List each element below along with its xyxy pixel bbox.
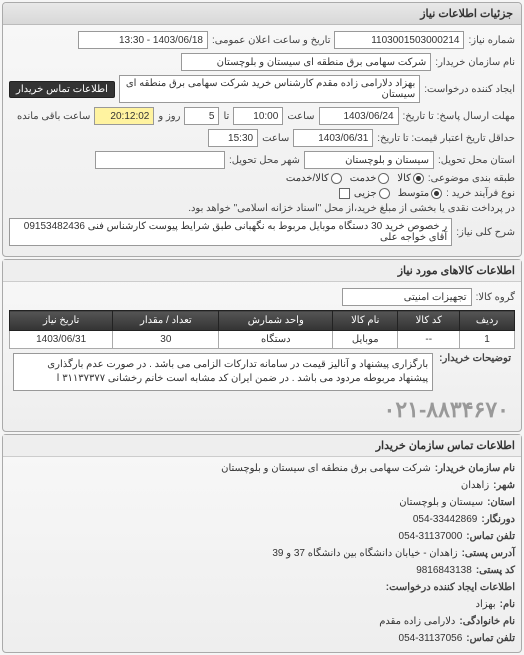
family-value: دلارامی زاده مقدم [379,614,455,629]
fax-value: 054-33442869 [413,512,478,527]
radio-khadamat[interactable]: خدمت [350,173,390,184]
province-label: استان محل تحویل: [438,155,515,166]
name-label: نام: [500,597,515,612]
keywords-label: شرح کلی نیاز: [456,227,515,238]
org-label: نام سازمان خریدار: [435,461,515,476]
process-group: متوسط جزیی [354,188,442,199]
radio-medium-label: متوسط [398,188,429,199]
details-panel: جزئیات اطلاعات نیاز شماره نیاز: 11030015… [2,2,522,257]
col-code: کد کالا [398,311,460,331]
address-label: آدرس پستی: [462,546,515,561]
cell-date: 1403/06/31 [10,331,113,349]
process-label: نوع فرآیند خرید : [446,188,515,199]
buyer-name-field: شرکت سهامی برق منطقه ای سیستان و بلوچستا… [181,53,431,71]
req-no-label: شماره نیاز: [468,35,515,46]
panel-title: جزئیات اطلاعات نیاز [3,3,521,25]
desc-text: بارگزاری پیشنهاد و آنالیز قیمت در سامانه… [13,353,433,391]
contact-button[interactable]: اطلاعات تماس خریدار [9,81,115,98]
city-label: شهر محل تحویل: [229,155,300,166]
announce-field: 1403/06/18 - 13:30 [78,31,208,49]
goods-group-field: تجهیزات امنیتی [342,288,472,306]
radio-kala[interactable]: کالا [397,173,424,184]
deadline-send-date: 1403/06/24 [319,107,399,125]
contact-province-label: استان: [487,495,515,510]
creator-section-label: اطلاعات ایجاد کننده درخواست: [386,580,515,595]
treasury-checkbox[interactable] [339,188,350,199]
contact-city: زاهدان [461,478,489,493]
creator-label: ایجاد کننده درخواست: [424,84,515,95]
name-value: بهزاد [475,597,495,612]
fax-label: دورنگار: [481,512,515,527]
contact-city-label: شهر: [493,478,515,493]
table-row: 1 -- موبایل دستگاه 30 1403/06/31 [10,331,515,349]
cell-n: 1 [460,331,515,349]
radio-medium[interactable]: متوسط [398,188,442,199]
radio-dot-icon [413,173,424,184]
deadline-remaining-time: 20:12:02 [94,107,154,125]
validity-date: 1403/06/31 [293,129,373,147]
col-name: نام کالا [333,311,398,331]
province-field: سیستان و بلوچستان [304,151,434,169]
pay-type-label: طبقه بندی موضوعی: [428,173,515,184]
tel2-label: تلفن تماس: [466,631,515,646]
cell-qty: 30 [113,331,219,349]
req-no-field: 1103001503000214 [334,31,464,49]
deadline-send-label: مهلت ارسال پاسخ: تا تاریخ: [403,111,515,122]
deadline-send-time-label: ساعت [287,111,314,122]
deadline-days: 5 [184,107,219,125]
col-qty: تعداد / مقدار [113,311,219,331]
contact-title: اطلاعات تماس سازمان خریدار [3,435,521,457]
radio-partial-label: جزیی [354,188,377,199]
deadline-send-time: 10:00 [233,107,283,125]
announce-label: تاریخ و ساعت اعلان عمومی: [212,35,331,46]
tel-value: 054-31137000 [399,529,463,544]
keywords-field: ر خصوص خرید 30 دستگاه موبایل مربوط به نگ… [9,218,452,246]
radio-kala-label: کالا [397,173,411,184]
creator-field: بهزاد دلارامی زاده مقدم کارشناس خرید شرک… [119,75,420,103]
radio-dot-icon [378,173,389,184]
validity-time: 15:30 [208,129,258,147]
process-note: در پرداخت نقدی یا بخشی از مبلغ خرید،از م… [188,203,515,214]
city-field [95,151,225,169]
deadline-price-label: تا [223,111,229,122]
col-date: تاریخ نیاز [10,311,113,331]
desc-label: توضیحات خریدار: [439,353,511,364]
goods-panel: اطلاعات کالاهای مورد نیاز گروه کالا: تجه… [2,259,522,432]
validity-label: حداقل تاریخ اعتبار قیمت: تا تاریخ: [377,133,515,144]
radio-khadamat-label: خدمت [350,173,377,184]
tel-label: تلفن تماس: [466,529,515,544]
org-value: شرکت سهامی برق منطقه ای سیستان و بلوچستا… [221,461,431,476]
contact-panel: اطلاعات تماس سازمان خریدار نام سازمان خر… [2,434,522,653]
radio-dot-icon [379,188,390,199]
goods-table: ردیف کد کالا نام کالا واحد شمارش تعداد /… [9,310,515,349]
watermark-phone: ۰۲۱-۸۸۳۴۶۷۰ [9,395,515,425]
validity-time-label: ساعت [262,133,289,144]
buyer-name-label: نام سازمان خریدار: [435,57,515,68]
family-label: نام خانوادگی: [459,614,515,629]
radio-both[interactable]: کالا/خدمت [286,173,342,184]
deadline-after: ساعت باقی مانده [17,111,90,122]
radio-both-label: کالا/خدمت [286,173,329,184]
radio-dot-icon [431,188,442,199]
cell-code: -- [398,331,460,349]
col-unit: واحد شمارش [219,311,333,331]
deadline-unit: روز و [158,111,180,122]
radio-partial[interactable]: جزیی [354,188,390,199]
cell-unit: دستگاه [219,331,333,349]
tel2-value: 054-31137056 [399,631,463,646]
goods-title: اطلاعات کالاهای مورد نیاز [3,260,521,282]
cell-name: موبایل [333,331,398,349]
goods-group-label: گروه کالا: [476,292,515,303]
col-row: ردیف [460,311,515,331]
address-value: زاهدان - خیابان دانشگاه بین دانشگاه 37 و… [272,546,457,561]
contact-province: سیستان و بلوچستان [399,495,483,510]
radio-dot-icon [331,173,342,184]
pay-type-group: کالا خدمت کالا/خدمت [286,173,424,184]
